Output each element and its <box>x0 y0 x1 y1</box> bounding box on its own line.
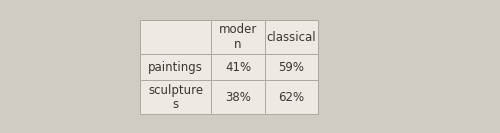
Text: 38%: 38% <box>225 91 251 104</box>
Bar <box>140 80 212 114</box>
Text: moder
n: moder n <box>219 23 257 51</box>
Bar <box>265 20 318 54</box>
Text: 62%: 62% <box>278 91 304 104</box>
Bar <box>140 20 212 54</box>
Text: 59%: 59% <box>278 61 304 74</box>
Bar <box>212 20 265 54</box>
Text: classical: classical <box>266 30 316 43</box>
Text: sculpture
s: sculpture s <box>148 84 203 111</box>
Bar <box>212 80 265 114</box>
Text: paintings: paintings <box>148 61 203 74</box>
Bar <box>212 54 265 80</box>
Bar <box>265 54 318 80</box>
Text: 41%: 41% <box>225 61 251 74</box>
Bar <box>140 54 212 80</box>
Bar <box>265 80 318 114</box>
